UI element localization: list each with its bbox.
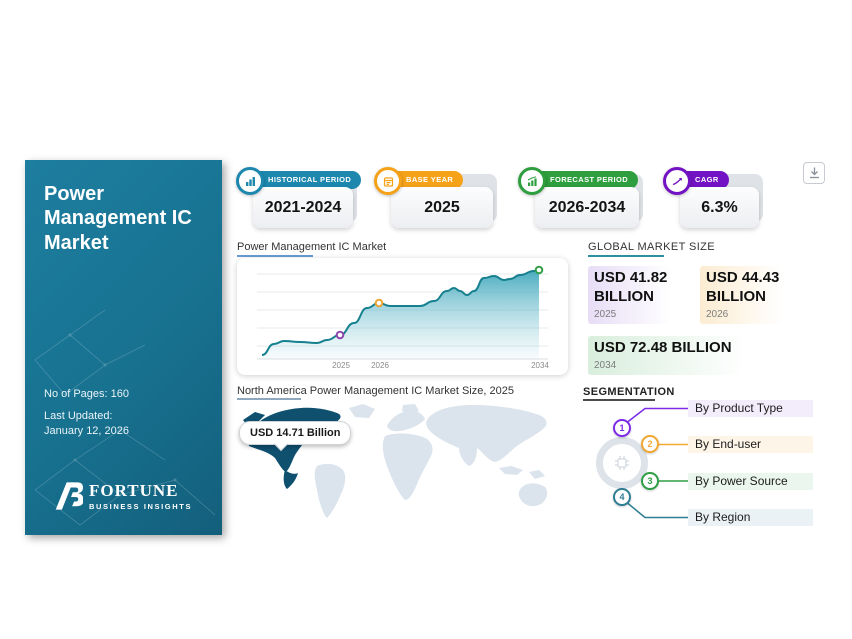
world-landmass <box>314 404 548 518</box>
market-size-2026: USD 44.43 BILLION 2026 <box>700 266 804 324</box>
segment-number-3: 3 <box>641 472 659 490</box>
market-size-value: USD 72.48 BILLION <box>594 339 732 356</box>
global-market-size-title: GLOBAL MARKET SIZE <box>588 241 716 253</box>
stat-card-value: 6.3% <box>680 187 759 228</box>
chart-title: Power Management IC Market <box>237 241 387 253</box>
segmentation-title-underline <box>583 399 655 401</box>
stat-card-cagr: CAGR 6.3% <box>663 167 763 229</box>
cagr-growth-icon <box>663 167 691 195</box>
segment-number-label: 1 <box>619 423 625 433</box>
map-title-underline <box>237 398 301 400</box>
market-area-chart: 2025 2026 2034 <box>257 265 549 370</box>
north-america-value-bubble: USD 14.71 Billion <box>239 421 352 445</box>
market-size-year: 2026 <box>706 308 729 320</box>
segment-number-label: 3 <box>647 476 653 486</box>
market-size-year: 2034 <box>594 359 617 371</box>
download-icon <box>809 167 819 179</box>
segment-by-end-user: By End-user <box>688 436 813 453</box>
last-updated: Last Updated: January 12, 2026 <box>44 409 129 439</box>
last-updated-label: Last Updated: <box>44 410 113 422</box>
stat-card-base-year: BASE YEAR 2025 <box>374 167 497 229</box>
stat-card-value: 2026-2034 <box>535 187 639 228</box>
stat-card-value: 2021-2024 <box>253 187 353 228</box>
sidebar: Power Management IC Market No of Pages: … <box>25 160 222 535</box>
download-button[interactable] <box>803 162 825 184</box>
chip-icon <box>615 456 629 470</box>
brand-subtitle: BUSINESS INSIGHTS <box>89 502 193 511</box>
fortune-logo-icon <box>55 482 83 510</box>
stat-card-value: 2025 <box>391 187 493 228</box>
calendar-icon <box>374 167 402 195</box>
bar-chart-icon <box>236 167 264 195</box>
brand-name: FORTUNE <box>89 481 179 500</box>
global-market-size-underline <box>588 255 664 257</box>
market-size-year: 2025 <box>594 308 617 320</box>
market-size-2025: USD 41.82 BILLION 2025 <box>588 266 692 324</box>
segment-number-label: 2 <box>647 439 653 449</box>
report-title: Power Management IC Market <box>44 183 192 254</box>
segment-by-power-source: By Power Source <box>688 473 813 490</box>
segment-by-product-type: By Product Type <box>688 400 813 417</box>
segment-number-4: 4 <box>613 488 631 506</box>
chart-title-underline <box>237 255 313 257</box>
svg-text:2026: 2026 <box>371 361 389 370</box>
brand-logo: FORTUNE BUSINESS INSIGHTS <box>53 480 192 512</box>
last-updated-date: January 12, 2026 <box>44 424 130 437</box>
segmentation-hub <box>596 437 648 489</box>
svg-text:2025: 2025 <box>332 361 350 370</box>
pages-count: No of Pages: 160 <box>44 388 130 400</box>
chart-x-axis-labels: 2025 2026 2034 <box>332 361 549 370</box>
market-size-value: USD 41.82 BILLION <box>594 269 668 305</box>
brand-text: FORTUNE BUSINESS INSIGHTS <box>89 481 192 511</box>
chart-series <box>261 265 544 359</box>
market-size-value: USD 44.43 BILLION <box>706 269 780 305</box>
map-title: North America Power Management IC Market… <box>237 385 514 397</box>
market-chart-card: 2025 2026 2034 <box>237 258 568 375</box>
growth-chart-icon <box>518 167 546 195</box>
svg-text:2034: 2034 <box>531 361 549 370</box>
stat-card-forecast-period: FORECAST PERIOD 2026-2034 <box>518 167 643 229</box>
segmentation-title: SEGMENTATION <box>583 386 675 398</box>
segment-number-1: 1 <box>613 419 631 437</box>
market-size-2034: USD 72.48 BILLION 2034 <box>588 336 785 375</box>
stat-card-label: BASE YEAR <box>387 171 464 189</box>
stat-card-label: HISTORICAL PERIOD <box>249 171 362 189</box>
segmentation-connectors <box>624 407 688 519</box>
segment-by-region: By Region <box>688 509 813 526</box>
segment-number-2: 2 <box>641 435 659 453</box>
stat-card-label: FORECAST PERIOD <box>531 171 639 189</box>
stat-card-historical-period: HISTORICAL PERIOD 2021-2024 <box>236 167 362 229</box>
segment-number-label: 4 <box>619 492 625 502</box>
constellation-pattern <box>34 309 216 526</box>
